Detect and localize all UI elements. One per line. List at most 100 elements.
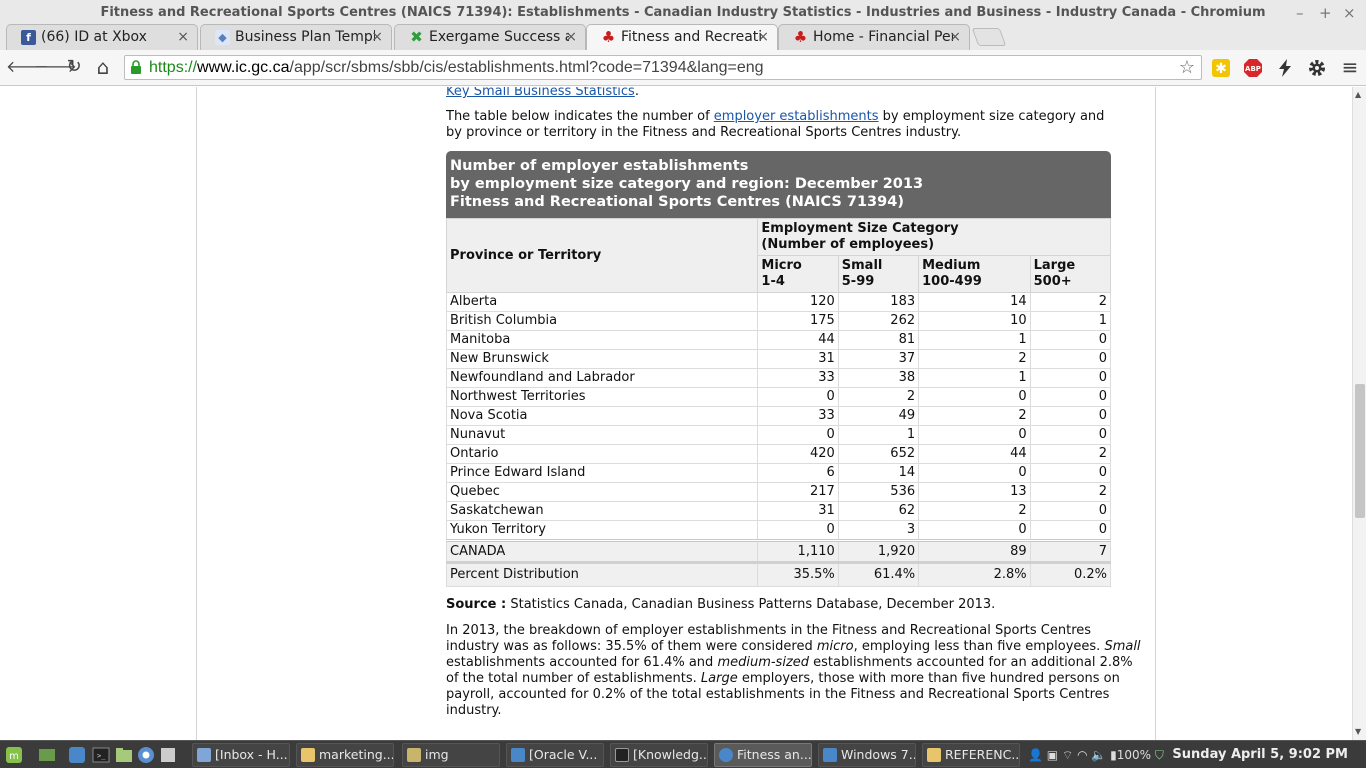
small-cell: 49 [837,406,920,426]
table-row: Nova Scotia 33 49 2 0 [445,406,1112,426]
large-cell: 0 [1029,349,1112,369]
small-cell: 38 [837,368,920,388]
back-arrow-icon[interactable]: 🡐 [6,57,49,76]
header-small: Small 5-99 [837,255,920,293]
network-icon[interactable]: ⌔ [1061,748,1074,762]
header-employment-size: Employment Size Category (Number of empl… [757,218,1111,256]
user-icon[interactable]: 👤 [1028,748,1043,762]
clock[interactable]: Sunday April 5, 9:02 PM [1172,747,1348,762]
medium-cell: 0 [918,425,1031,445]
region-cell: Manitoba [445,330,759,350]
minimize-button[interactable]: – [1296,4,1304,22]
new-tab-button[interactable] [971,28,1007,46]
percent-large: 0.2% [1029,561,1112,587]
document-icon [301,748,315,762]
forward-arrow-icon[interactable]: 🡒 [34,57,77,76]
intro-text-1: The table below indicates the number of [446,109,714,124]
medium-cell: 0 [918,387,1031,407]
summary-em: medium-sized [717,655,810,670]
task-img[interactable]: img [402,743,500,767]
extension-sun-icon[interactable]: ✱ [1211,58,1231,78]
close-icon[interactable]: × [757,29,769,45]
region-cell: Newfoundland and Labrador [445,368,759,388]
settings-gear-icon[interactable] [1307,58,1327,78]
medium-cell: 2 [918,501,1031,521]
update-shield-icon[interactable]: ⛉ [1154,748,1164,762]
large-cell: 0 [1029,425,1112,445]
terminal-icon[interactable]: >_ [92,746,110,764]
col-range: 5-99 [841,274,875,289]
region-cell: Prince Edward Island [445,463,759,483]
region-cell: Ontario [445,444,759,464]
window-titlebar: Fitness and Recreational Sports Centres … [0,0,1366,26]
task-label: [Oracle V... [529,747,598,762]
table-row: Yukon Territory 0 3 0 0 [445,520,1112,541]
adblock-plus-icon[interactable]: ABP [1243,58,1263,78]
micro-cell: 0 [757,425,839,445]
wifi-icon[interactable]: ◠ [1077,748,1088,762]
employer-establishments-link[interactable]: employer establishments [713,109,879,124]
bookmark-star-icon[interactable]: ☆ [1178,57,1195,78]
task-reference[interactable]: REFERENC... [922,743,1020,767]
task-fitness-active[interactable]: Fitness an... [714,743,812,767]
percent-small: 61.4% [837,561,920,587]
summary-em: Large [700,671,738,686]
source-text: Statistics Canada, Canadian Business Pat… [506,597,996,612]
header-province: Province or Territory [445,218,759,293]
folder-icon [407,748,421,762]
lightning-extension-icon[interactable] [1275,58,1295,78]
close-icon[interactable]: × [371,29,383,45]
tab-business-plan[interactable]: ◆ Business Plan Templa × [200,24,392,50]
show-desktop-icon[interactable] [38,746,56,764]
medium-cell: 44 [918,444,1031,464]
page-scrollbar[interactable]: ▲ ▼ [1352,87,1366,740]
mint-menu-icon[interactable]: m [5,746,23,764]
scrollbar-thumb[interactable] [1355,384,1365,518]
close-window-button[interactable]: × [1343,4,1356,22]
maximize-button[interactable]: + [1319,4,1332,22]
medium-cell: 1 [918,330,1031,350]
task-knowledge[interactable]: [Knowledg... [610,743,708,767]
system-settings-icon[interactable] [68,746,86,764]
task-oracle[interactable]: [Oracle V... [506,743,604,767]
micro-cell: 31 [757,501,839,521]
tab-financial-performance[interactable]: ♣ Home - Financial Perf × [778,24,970,50]
home-icon[interactable]: ⌂ [96,55,110,79]
micro-cell: 31 [757,349,839,369]
scroll-down-arrow-icon[interactable]: ▼ [1355,727,1362,736]
close-icon[interactable]: × [177,29,189,45]
chromium-icon[interactable] [137,746,155,764]
shield-icon: ◆ [215,30,230,45]
header-group-line-2: (Number of employees) [761,237,935,252]
scroll-up-arrow-icon[interactable]: ▲ [1355,90,1362,99]
task-windows7[interactable]: Windows 7... [818,743,916,767]
reload-icon[interactable]: ↻ [66,56,82,77]
tab-fitness-active[interactable]: ♣ Fitness and Recreatio × [586,24,778,50]
small-cell: 37 [837,349,920,369]
task-marketing[interactable]: marketing... [296,743,394,767]
task-inbox[interactable]: [Inbox - H... [192,743,290,767]
close-icon[interactable]: × [949,29,961,45]
large-cell: 1 [1029,311,1112,331]
micro-cell: 33 [757,406,839,426]
file-manager-icon[interactable] [115,746,133,764]
large-cell: 2 [1029,482,1112,502]
large-cell: 2 [1029,444,1112,464]
document-icon [927,748,941,762]
menu-icon[interactable]: ≡ [1341,55,1359,79]
tab-exergame[interactable]: ✖ Exergame Success at S × [394,24,586,50]
clipboard-icon[interactable]: ▣ [1046,748,1059,762]
volume-icon[interactable]: 🔈 [1091,748,1107,762]
key-small-business-statistics-link[interactable]: Key Small Business Statistics [446,87,635,99]
task-label: [Inbox - H... [215,747,288,762]
close-icon[interactable]: × [565,29,577,45]
micro-cell: 175 [757,311,839,331]
table-row-total: CANADA 1,110 1,920 89 7 [445,539,1112,563]
virtualbox-icon [823,748,837,762]
app-launcher-icon[interactable] [159,746,177,764]
intro-text-2: by employment size category and by provi… [446,109,1105,140]
battery-icon[interactable]: ▮ [1110,748,1117,762]
address-bar[interactable]: https://www.ic.gc.ca/app/scr/sbms/sbb/ci… [124,55,1202,80]
summary-text: In 2013, the breakdown of employer estab… [446,623,1092,654]
tab-facebook[interactable]: f (66) ID at Xbox × [6,24,198,50]
